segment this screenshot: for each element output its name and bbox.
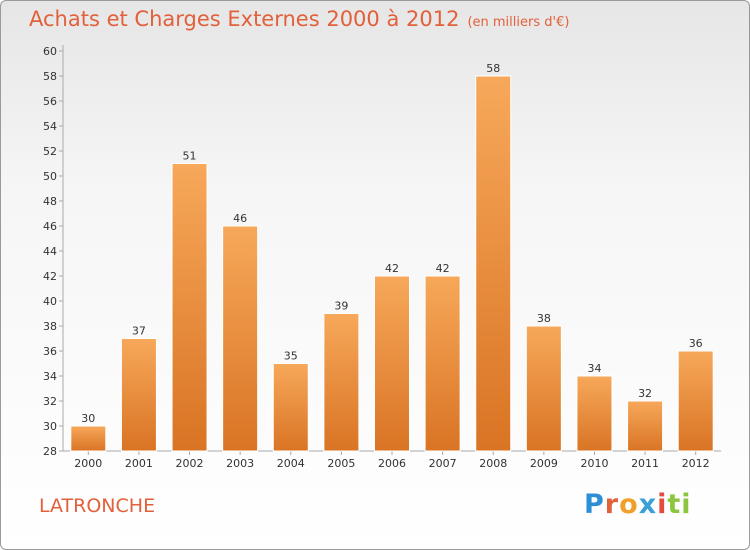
y-tick-label: 50 — [43, 170, 57, 183]
bar-2003 — [222, 225, 259, 452]
logo-letter: ti — [667, 489, 692, 520]
logo-letter: i — [657, 489, 668, 520]
y-tick-label: 46 — [43, 220, 57, 233]
value-label-2005: 39 — [334, 300, 348, 313]
value-label-2010: 34 — [587, 362, 601, 375]
x-tick-label-2003: 2003 — [226, 457, 254, 470]
value-labels: 30 37 51 46 35 39 42 42 58 38 34 32 36 — [81, 62, 702, 425]
bar-2002 — [171, 163, 208, 452]
bar-2005 — [323, 313, 360, 452]
title-text: Achats et Charges Externes 2000 à 2012 — [29, 7, 460, 31]
value-label-2004: 35 — [284, 350, 298, 363]
value-label-2001: 37 — [132, 325, 146, 338]
x-tick-label-2008: 2008 — [479, 457, 507, 470]
bars — [70, 75, 714, 452]
y-tick-label: 36 — [43, 345, 57, 358]
x-tick-label-2011: 2011 — [631, 457, 659, 470]
bar-2004 — [272, 363, 309, 452]
bar-2007 — [424, 275, 461, 452]
x-tick-label-2006: 2006 — [378, 457, 406, 470]
logo-letter: x — [638, 489, 658, 520]
value-label-2011: 32 — [638, 387, 652, 400]
x-tick-label-2009: 2009 — [530, 457, 558, 470]
logo-letter: o — [619, 489, 639, 520]
y-tick-label: 38 — [43, 320, 57, 333]
x-tick-label-2007: 2007 — [429, 457, 457, 470]
y-tick-label: 30 — [43, 420, 57, 433]
logo-letter: r — [604, 489, 620, 520]
y-tick-label: 32 — [43, 395, 57, 408]
y-tick-label: 40 — [43, 295, 57, 308]
chart-title: Achats et Charges Externes 2000 à 2012 (e… — [29, 7, 569, 31]
y-tick-label: 42 — [43, 270, 57, 283]
y-tick-label: 52 — [43, 145, 57, 158]
y-tick-label: 60 — [43, 45, 57, 58]
title-unit: (en milliers d'€) — [467, 15, 570, 30]
value-label-2002: 51 — [183, 150, 197, 163]
y-tick-label: 28 — [43, 445, 57, 458]
bar-2010 — [576, 375, 613, 452]
x-tick-label-2002: 2002 — [176, 457, 204, 470]
x-tick-label-2004: 2004 — [277, 457, 305, 470]
x-tick-label-2012: 2012 — [682, 457, 710, 470]
y-tick-label: 58 — [43, 70, 57, 83]
y-tick-label: 34 — [43, 370, 57, 383]
bar-2012 — [677, 350, 714, 452]
x-tick-label-2010: 2010 — [580, 457, 608, 470]
y-tick-label: 44 — [43, 245, 57, 258]
bar-2001 — [120, 338, 157, 452]
x-tick-label-2001: 2001 — [125, 457, 153, 470]
bar-2008 — [475, 75, 512, 452]
axes: 28 30 32 34 36 38 40 42 44 46 48 50 52 54 56 58 60 2000 20… — [43, 45, 721, 470]
value-label-2003: 46 — [233, 212, 247, 225]
value-label-2000: 30 — [81, 412, 95, 425]
value-label-2008: 58 — [486, 62, 500, 75]
x-tick-label-2005: 2005 — [327, 457, 355, 470]
bar-2006 — [374, 275, 410, 452]
value-label-2007: 42 — [436, 262, 450, 275]
y-tick-label: 54 — [43, 120, 57, 133]
y-tick-label: 56 — [43, 95, 57, 108]
bar-2011 — [627, 400, 664, 452]
logo-letter: P — [584, 489, 605, 520]
bar-2009 — [525, 325, 562, 452]
value-label-2009: 38 — [537, 312, 551, 325]
commune-name: LATRONCHE — [39, 495, 156, 517]
value-label-2006: 42 — [385, 262, 399, 275]
x-tick-label-2000: 2000 — [74, 457, 102, 470]
value-label-2012: 36 — [689, 337, 703, 350]
bar-2000 — [70, 425, 107, 452]
y-tick-label: 48 — [43, 195, 57, 208]
proxiti-logo: Proxiti — [584, 489, 692, 520]
